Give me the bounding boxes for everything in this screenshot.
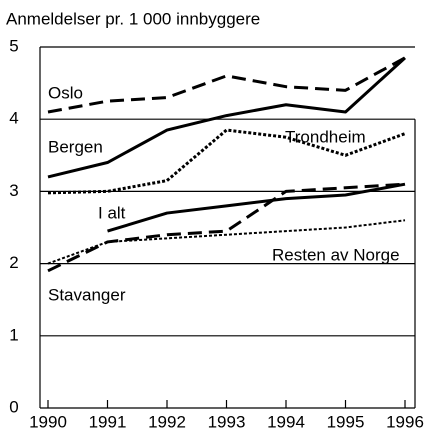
x-tick-label: 1990 [29, 412, 67, 431]
series-line [47, 56, 407, 179]
series-label: Oslo [48, 83, 83, 102]
x-tick-label: 1993 [208, 412, 246, 431]
x-tick-label: 1991 [89, 412, 127, 431]
x-tick-label: 1995 [327, 412, 365, 431]
series-line [47, 128, 406, 195]
series-label: Trondheim [285, 127, 366, 146]
series-line [47, 56, 406, 114]
y-tick-label: 1 [9, 325, 18, 344]
y-tick-label: 5 [9, 36, 18, 55]
x-tick-label: 1994 [267, 412, 305, 431]
y-tick-label: 4 [9, 109, 18, 128]
y-tick-label: 2 [9, 253, 18, 272]
x-tick-label: 1992 [148, 412, 186, 431]
chart-title: Anmeldelser pr. 1 000 innbyggere [6, 9, 260, 28]
series-label: Bergen [48, 137, 103, 156]
series-label: Stavanger [48, 285, 126, 304]
y-tick-label: 0 [9, 397, 18, 416]
series-line [47, 219, 406, 265]
series-line [107, 182, 406, 233]
y-tick-label: 3 [9, 181, 18, 200]
series-line [47, 182, 406, 273]
series-label: I alt [98, 203, 126, 222]
x-tick-label: 1996 [386, 412, 424, 431]
series-label: Resten av Norge [272, 245, 400, 264]
